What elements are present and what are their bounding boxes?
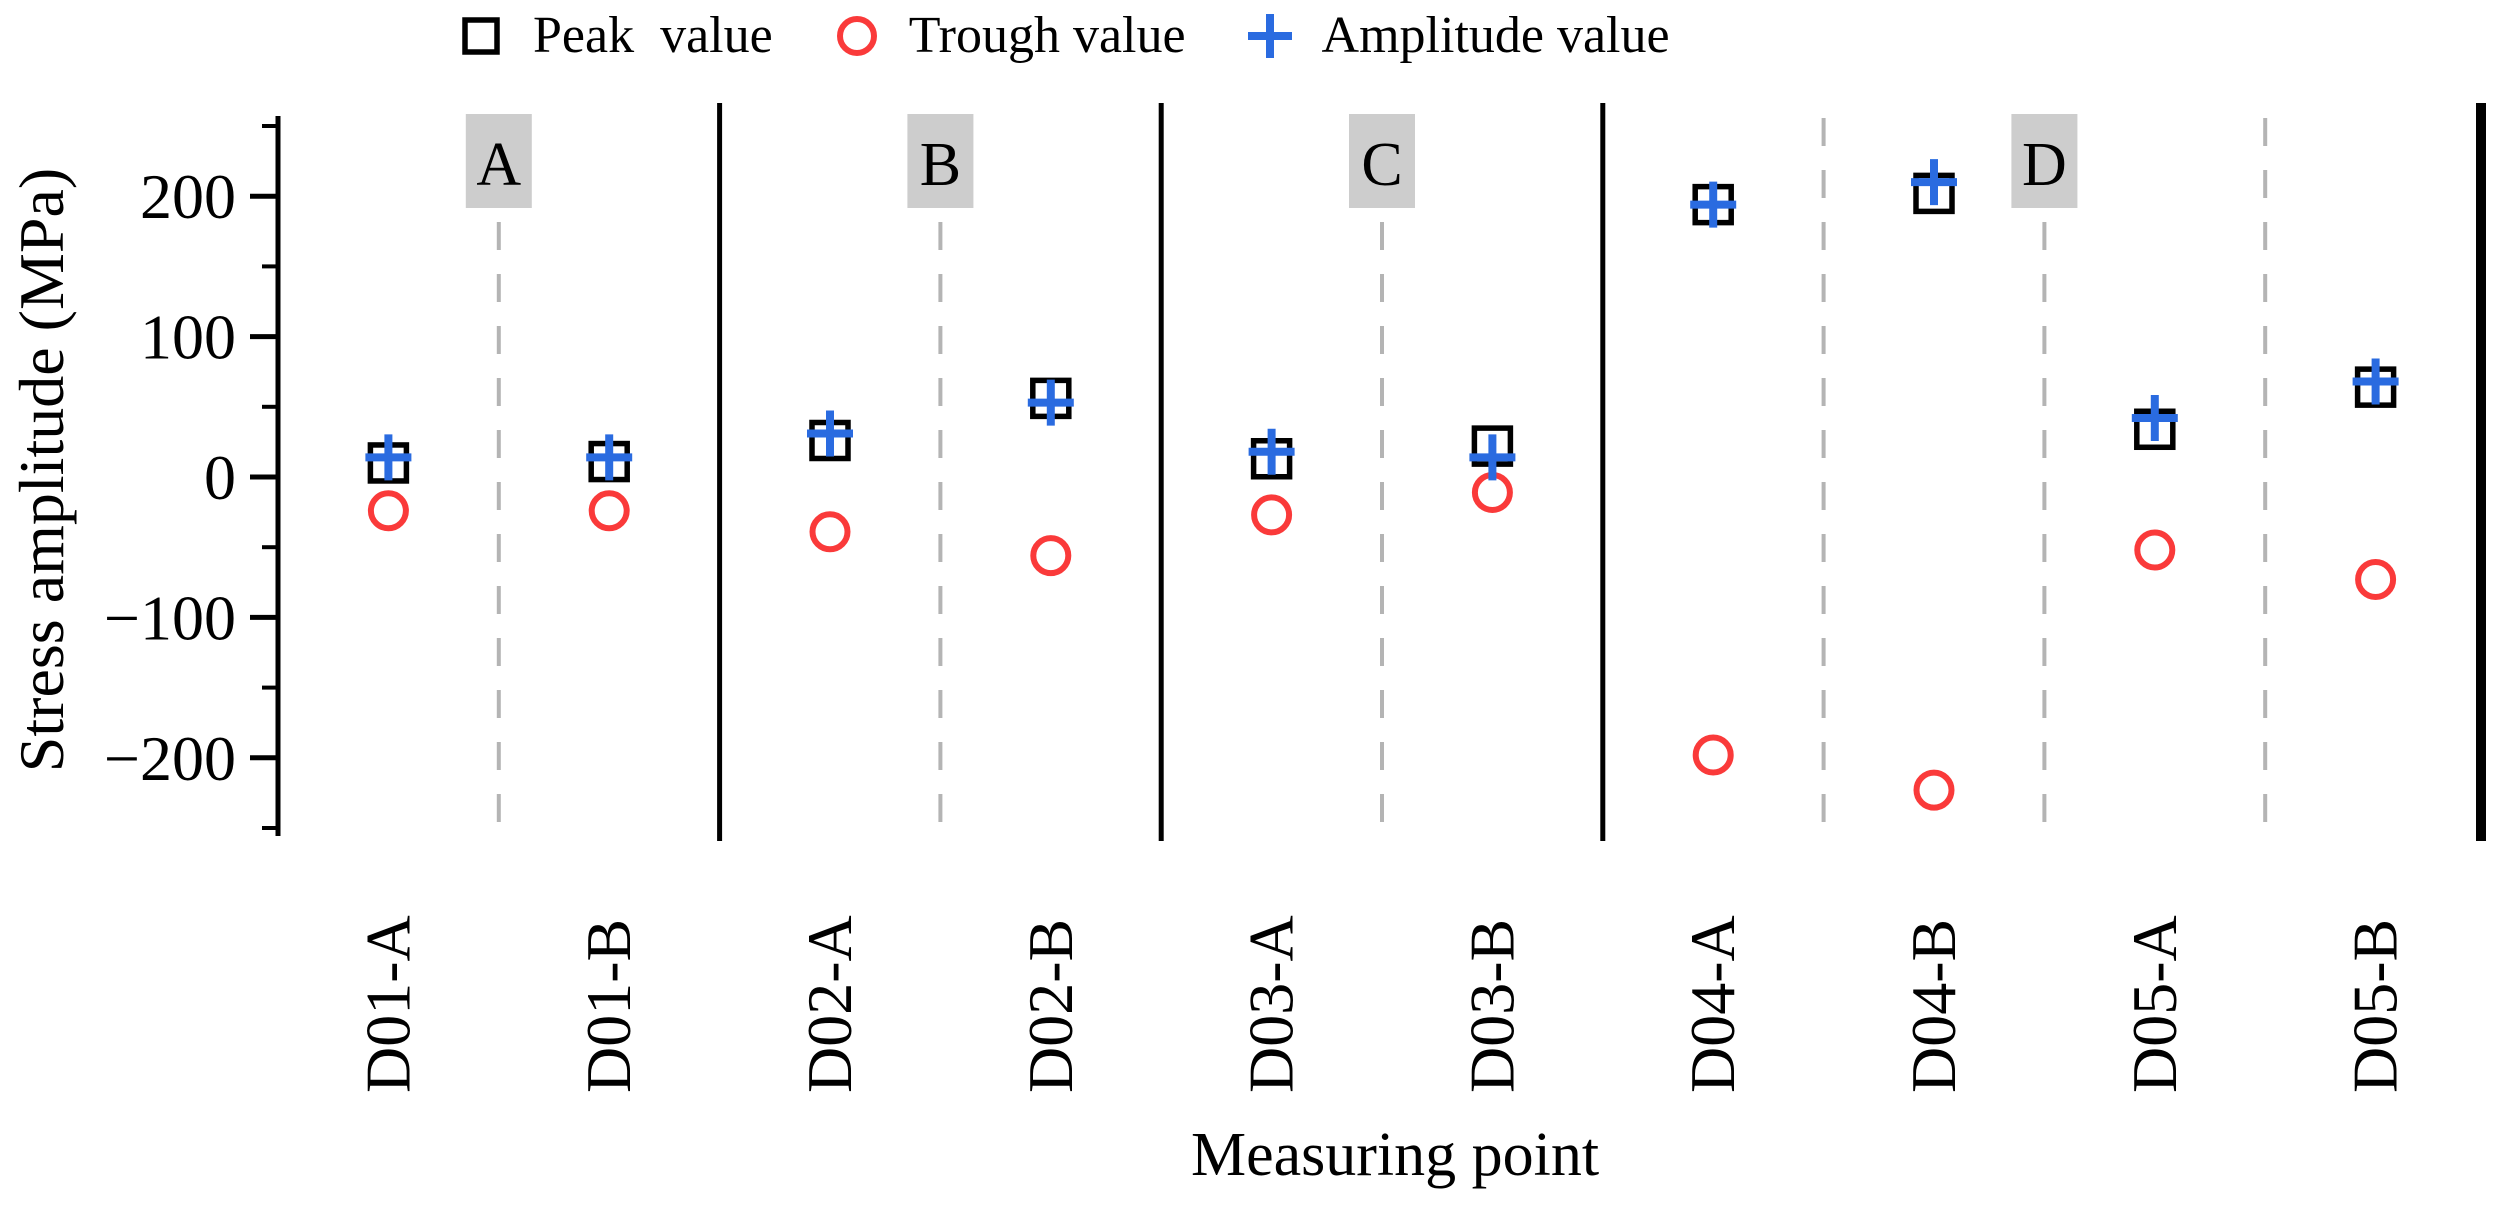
section-label: B (920, 131, 961, 199)
x-category-label: D05-A (2119, 915, 2190, 1093)
trough-marker (2355, 558, 2397, 600)
x-category-label: D03-B (1456, 919, 1527, 1093)
y-tick-label: 100 (140, 302, 236, 373)
x-axis-title: Measuring point (1190, 1121, 1600, 1189)
open-square-icon (462, 16, 500, 55)
trough-marker (588, 490, 630, 532)
section-label-box (1349, 114, 1415, 208)
section-label-box (907, 114, 974, 208)
x-category-label: D02-A (794, 915, 865, 1093)
x-category-label: D04-B (1898, 919, 1969, 1093)
x-category-label: D03-A (1236, 915, 1307, 1093)
legend: Peak value Trough value Amplitude value (455, 6, 1670, 65)
section-label: A (476, 131, 521, 199)
x-category-label: D01-B (573, 919, 644, 1093)
legend-item-peak: Peak value (455, 6, 773, 65)
trough-marker (367, 490, 409, 532)
y-tick-label: −100 (104, 582, 236, 653)
y-tick-label: −200 (104, 723, 236, 794)
y-tick-label: 0 (204, 442, 236, 513)
legend-label-amplitude: Amplitude value (1321, 7, 1670, 64)
legend-item-trough: Trough value (831, 6, 1186, 65)
trough-marker (1692, 734, 1734, 776)
legend-item-amplitude: Amplitude value (1244, 6, 1670, 65)
legend-label-trough: Trough value (908, 7, 1186, 64)
section-label-box (465, 114, 532, 208)
trough-marker (1251, 494, 1293, 536)
trough-marker (809, 511, 851, 553)
section-label: D (2022, 131, 2067, 199)
trough-marker (1913, 769, 1955, 811)
x-category-label: D01-A (352, 915, 423, 1093)
y-tick-label: 200 (140, 161, 236, 232)
section-label-box (2011, 114, 2078, 208)
legend-label-peak: Peak value (533, 7, 773, 64)
trough-marker (1030, 535, 1072, 577)
trough-marker (2134, 529, 2176, 571)
x-category-label: D04-A (1677, 915, 1748, 1093)
section-label: C (1361, 131, 1402, 199)
x-category-label: D02-B (1015, 919, 1086, 1093)
open-circle-icon (836, 15, 877, 56)
x-category-label: D05-B (2340, 919, 2411, 1093)
plus-icon (1247, 13, 1292, 58)
